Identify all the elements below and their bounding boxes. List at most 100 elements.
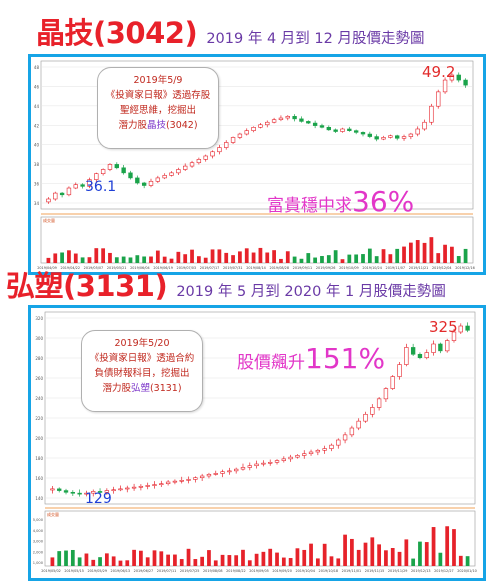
chart2-y-tick-label: 300: [35, 336, 43, 341]
chart2-candle: [57, 488, 62, 491]
chart1-candle: [176, 169, 181, 174]
chart2-volume-bar: [64, 550, 68, 566]
chart2-volume-bar: [350, 538, 354, 566]
chart2-volume-bar: [268, 548, 273, 566]
chart2-candle: [131, 486, 137, 489]
chart2-candle: [172, 480, 178, 483]
chart1-volume-bar: [381, 249, 386, 263]
chart2-volume-bar: [281, 557, 286, 566]
chart2-volume-bar: [438, 552, 443, 566]
chart2-volume-bar: [111, 556, 116, 566]
chart2-volume-bar: [234, 555, 239, 566]
chart1-gain-value: 36%: [352, 185, 415, 218]
chart1-volume-frame: [40, 216, 474, 264]
chart1-x-tick-label: 2019/12/04: [432, 266, 452, 270]
chart1-candle: [66, 187, 72, 196]
chart1-candle: [237, 133, 243, 138]
chart1-volume-bar: [367, 248, 372, 263]
chart2-volume-bar: [193, 559, 198, 566]
chart1-volume-bar: [258, 247, 263, 263]
chart2-candle: [424, 352, 429, 359]
chart1-candle: [381, 137, 386, 140]
chart1-y-tick-label: 40: [34, 143, 40, 148]
chart2-y-tick-label: 200: [35, 436, 43, 441]
chart1-candle: [374, 136, 379, 140]
chart1-candle: [128, 172, 133, 179]
chart2-candle: [77, 492, 82, 495]
chart1-candle: [278, 117, 284, 121]
chart2-volume-bar: [104, 553, 109, 566]
chart2-callout-stock: 弘塑: [130, 383, 150, 394]
chart1-candle: [196, 159, 202, 164]
chart1-candle: [408, 133, 414, 137]
chart2-candle: [417, 353, 423, 359]
chart2-x-tick-label: 2019/08/22: [226, 569, 246, 573]
chart2-callout-line1: 《投資家日報》透過合約: [89, 353, 195, 364]
chart1-volume-bar: [94, 248, 99, 263]
chart1-volume-bar: [422, 242, 427, 263]
chart1-candle: [148, 180, 154, 186]
chart1-candle: [114, 164, 119, 169]
chart1-callout-date: 2019年5/9: [133, 75, 183, 86]
chart1-candle: [340, 128, 345, 132]
chart2-volume-tick-label: 2,000: [33, 550, 44, 554]
chart2-volume-bar: [173, 554, 177, 566]
chart1-x-tick-label: 2019/09/11: [293, 266, 313, 270]
chart1-candle: [333, 129, 338, 132]
chart1-volume-bar: [210, 249, 215, 263]
chart1-x-tick-label: 2019/09/26: [316, 266, 336, 270]
chart2-candle: [213, 473, 218, 475]
chart1-candle: [271, 119, 277, 123]
chart1-volume-bar: [388, 254, 393, 263]
chart2-volume-bar: [309, 543, 313, 566]
chart1-volume-bar: [408, 242, 413, 263]
chart2-candle: [206, 473, 212, 477]
chart1-callout-code: (3042): [165, 120, 198, 131]
chart1-callout-line2: 聖經思維，挖掘出: [119, 105, 196, 116]
chart1-volume-bar: [251, 252, 256, 263]
chart1-candle: [203, 155, 208, 160]
chart2-callout-date: 2019年5/20: [114, 338, 170, 349]
chart2-volume-bar: [404, 539, 409, 566]
chart1-volume-bar: [87, 257, 92, 263]
chart2-volume-bar: [50, 557, 55, 566]
chart1-volume-bar: [196, 256, 201, 263]
chart1-candle: [189, 162, 195, 167]
chart2-candle: [84, 492, 89, 495]
chart1-candle: [395, 135, 400, 139]
chart1-volume-bar: [183, 254, 188, 263]
chart1-volume-bar: [429, 237, 434, 263]
chart1-volume-bar: [292, 256, 297, 263]
chart2-candle: [370, 407, 375, 415]
chart2-volume-bar: [343, 534, 347, 566]
chart2-x-tick-label: 2019/11/15: [365, 569, 385, 573]
chart2-candle: [322, 448, 327, 451]
chart2-candle: [342, 434, 348, 441]
chart2-x-tick-label: 2019/07/11: [157, 569, 177, 573]
chart2-volume-bar: [159, 551, 164, 566]
chart1-candle: [299, 118, 304, 122]
chart2-x-tick-label: 2019/08/08: [203, 569, 223, 573]
chart2-y-tick-label: 220: [35, 416, 43, 421]
chart1-volume-bar: [114, 257, 119, 263]
chart1-volume-bar: [190, 249, 194, 263]
chart1-candle: [107, 164, 113, 170]
chart1-candle: [429, 105, 434, 123]
chart1-callout-prefix: 潛力股: [118, 120, 147, 131]
chart2-volume-bar: [424, 542, 429, 566]
chart2-volume-bar: [431, 527, 436, 566]
chart2-volume-tick-label: 4,000: [33, 529, 44, 533]
chart1-volume-bar: [53, 253, 58, 263]
chart1-volume-label: 成交量: [43, 217, 55, 223]
chart2-volume-bar: [288, 558, 293, 566]
chart1-candle: [360, 132, 366, 135]
chart1-volume-bar: [203, 257, 208, 263]
chart2-candle: [465, 325, 470, 331]
chart2-low-label: 129: [85, 491, 112, 507]
chart2-candle: [159, 483, 164, 486]
chart2-candle: [97, 491, 103, 493]
chart1-y-tick-label: 48: [34, 65, 40, 70]
chart1-x-tick-label: 2019/08/14: [246, 266, 266, 270]
chart2-volume-bar: [77, 557, 82, 566]
chart2-candle: [125, 487, 130, 490]
